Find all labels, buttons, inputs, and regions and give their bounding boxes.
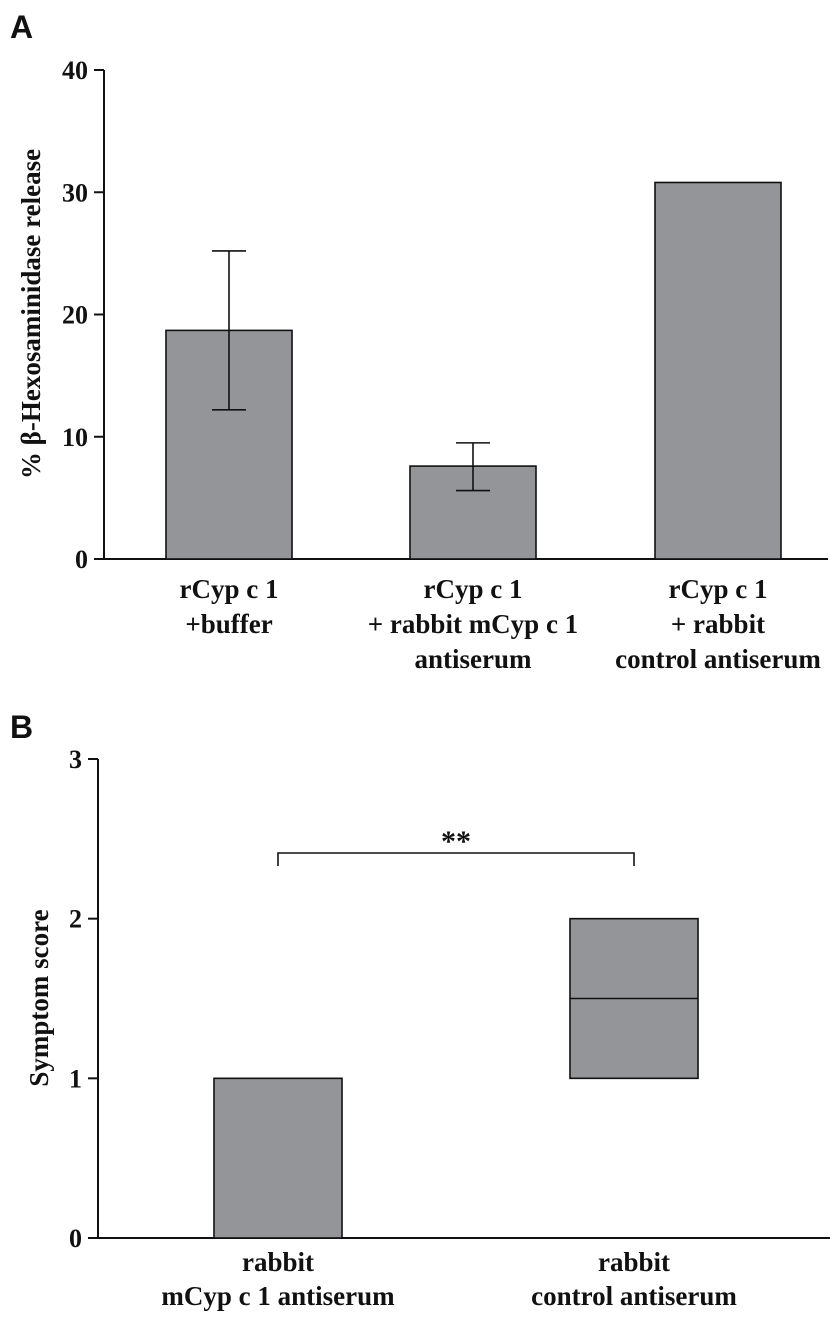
panel-b-significance-label: ** xyxy=(441,825,471,858)
panel-a-chart: % β-Hexosaminidase release 0 10 20 30 40 rCyp… xyxy=(16,56,828,674)
panel-b-category-label: rabbit xyxy=(242,1247,314,1277)
panel-a-ytick-label: 0 xyxy=(75,545,88,574)
panel-b-significance-bracket xyxy=(277,852,635,866)
panel-b-category-label: rabbit xyxy=(598,1247,670,1277)
panel-a-ytick-label: 20 xyxy=(62,301,88,330)
panel-a-category-label: rCyp c 1 xyxy=(669,574,768,604)
panel-b-ytick-label: 0 xyxy=(69,1224,82,1253)
panel-b-ytick-label: 1 xyxy=(69,1064,82,1093)
panel-a-category-label: + rabbit xyxy=(671,609,765,639)
panel-a-category-label: +buffer xyxy=(185,609,272,639)
panel-a-ytick-label: 40 xyxy=(62,56,88,85)
panel-a-bar xyxy=(654,181,782,560)
panel-a-category-label: + rabbit mCyp c 1 xyxy=(368,609,578,639)
panel-b-ytick-label: 2 xyxy=(69,905,82,934)
panel-b-box xyxy=(213,1077,343,1239)
panel-b-ylabel: Symptom score xyxy=(24,909,54,1086)
panel-a-ytick-label: 30 xyxy=(62,178,88,207)
panel-b-ytick-label: 3 xyxy=(69,745,82,774)
panel-a-letter: A xyxy=(10,9,33,45)
panel-a-ylabel: % β-Hexosaminidase release xyxy=(16,149,46,479)
panel-a-category-label: control antiserum xyxy=(615,644,821,674)
panel-a-category-label: antiserum xyxy=(415,644,533,674)
panel-a-ytick-label: 10 xyxy=(62,423,88,452)
panel-a-category-label: rCyp c 1 xyxy=(424,574,523,604)
panel-b-chart: Symptom score 0 1 2 3 rabbit mCyp c 1 antiser… xyxy=(24,745,830,1311)
panel-b-letter: B xyxy=(10,709,33,745)
panel-b-category-label: control antiserum xyxy=(531,1281,737,1311)
panel-a-category-label: rCyp c 1 xyxy=(180,574,279,604)
panel-b-category-label: mCyp c 1 antiserum xyxy=(161,1281,395,1311)
